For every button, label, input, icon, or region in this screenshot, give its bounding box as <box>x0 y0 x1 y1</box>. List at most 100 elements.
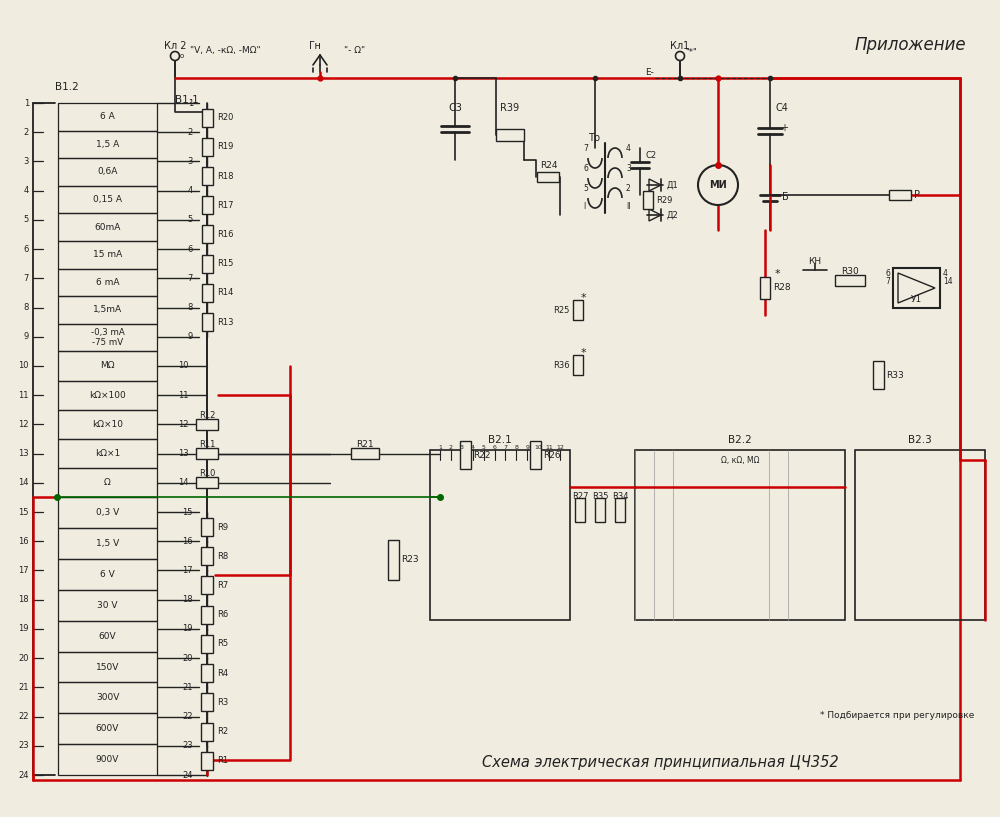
Bar <box>615 498 625 522</box>
Bar <box>202 196 212 214</box>
Text: R10: R10 <box>199 469 215 478</box>
Bar <box>201 694 213 712</box>
Text: КН: КН <box>808 257 822 266</box>
Text: R26: R26 <box>543 450 561 459</box>
Text: 14: 14 <box>943 278 953 287</box>
Text: 12: 12 <box>18 420 29 429</box>
Text: R13: R13 <box>217 318 234 327</box>
Text: 19: 19 <box>18 624 29 633</box>
Text: R24: R24 <box>540 160 558 169</box>
Text: С4: С4 <box>775 103 788 113</box>
Text: 17: 17 <box>18 566 29 575</box>
Bar <box>58 621 157 652</box>
Text: R6: R6 <box>217 610 228 619</box>
Bar <box>202 109 212 127</box>
Text: 7: 7 <box>885 278 890 287</box>
Bar <box>58 590 157 621</box>
Bar <box>201 518 213 536</box>
Text: 11: 11 <box>18 391 29 400</box>
Text: 23: 23 <box>182 741 193 750</box>
Bar <box>573 300 583 320</box>
Bar <box>196 419 218 430</box>
Text: 5: 5 <box>583 184 588 193</box>
Text: В1.2: В1.2 <box>55 82 79 92</box>
Text: 9: 9 <box>24 333 29 342</box>
Text: R5: R5 <box>217 640 228 649</box>
Text: Γн: Γн <box>309 41 321 51</box>
Bar <box>202 167 212 185</box>
Text: 8: 8 <box>514 444 518 449</box>
Bar <box>58 529 157 559</box>
Text: 0,6А: 0,6А <box>97 167 118 176</box>
Text: 14: 14 <box>18 478 29 487</box>
Bar <box>58 468 157 498</box>
Text: 6 V: 6 V <box>100 570 115 579</box>
Text: Кл 2: Кл 2 <box>164 41 186 51</box>
Text: Б: Б <box>782 192 789 202</box>
Text: 4: 4 <box>943 269 948 278</box>
Text: R14: R14 <box>217 288 233 297</box>
Text: R3: R3 <box>217 698 228 707</box>
Bar <box>201 664 213 682</box>
Text: II: II <box>626 202 631 211</box>
Bar <box>496 129 524 141</box>
Text: В2.1: В2.1 <box>488 435 512 445</box>
Bar <box>58 103 157 131</box>
Text: 6: 6 <box>885 269 890 278</box>
Text: *: * <box>774 269 780 279</box>
Text: 16: 16 <box>18 537 29 546</box>
Text: 10: 10 <box>178 361 189 370</box>
Text: 8: 8 <box>188 303 193 312</box>
Text: Схема электрическая принципиальная ЦЧ352: Схема электрическая принципиальная ЦЧ352 <box>482 755 838 770</box>
Text: R23: R23 <box>401 556 419 565</box>
Text: 6: 6 <box>188 244 193 253</box>
Bar <box>58 241 157 269</box>
Text: 21: 21 <box>18 683 29 692</box>
Text: МИ: МИ <box>709 180 727 190</box>
Bar <box>573 355 583 375</box>
Bar <box>58 213 157 241</box>
Bar <box>201 722 213 740</box>
Text: R18: R18 <box>217 172 234 181</box>
Text: -75 mV: -75 mV <box>92 338 123 347</box>
Text: 20: 20 <box>18 654 29 663</box>
Text: Д1: Д1 <box>667 181 679 190</box>
Text: 30 V: 30 V <box>97 600 118 609</box>
Text: 7: 7 <box>583 144 588 153</box>
Bar <box>893 268 940 308</box>
Text: R9: R9 <box>217 523 228 532</box>
Text: R4: R4 <box>217 668 228 677</box>
Text: "V, A, -кΩ, -МΩ": "V, A, -кΩ, -МΩ" <box>190 46 260 55</box>
Text: R8: R8 <box>217 551 228 560</box>
Bar <box>58 410 157 439</box>
Text: kΩ×10: kΩ×10 <box>92 420 123 429</box>
Text: Ω, кΩ, МΩ: Ω, кΩ, МΩ <box>721 456 759 465</box>
Text: 20: 20 <box>182 654 193 663</box>
Bar <box>388 540 398 580</box>
Text: R20: R20 <box>217 113 233 122</box>
Bar <box>760 277 770 299</box>
Text: 22: 22 <box>18 712 29 721</box>
Bar <box>595 498 605 522</box>
Text: R28: R28 <box>773 283 791 292</box>
Text: 1: 1 <box>438 444 442 449</box>
Bar <box>430 450 570 620</box>
Text: R25: R25 <box>554 306 570 315</box>
Text: R2: R2 <box>217 727 228 736</box>
Bar <box>58 498 157 529</box>
Bar <box>460 441 471 469</box>
Text: *: * <box>580 348 586 358</box>
Text: Д2: Д2 <box>667 211 679 220</box>
Text: 4: 4 <box>626 144 631 153</box>
Bar <box>201 605 213 623</box>
Text: 18: 18 <box>18 596 29 605</box>
Text: Приложение: Приложение <box>854 36 966 54</box>
Text: 6: 6 <box>493 444 496 449</box>
Bar <box>530 441 540 469</box>
Text: 7: 7 <box>503 444 507 449</box>
Text: 12: 12 <box>178 420 189 429</box>
Text: 13: 13 <box>18 449 29 458</box>
Bar <box>201 752 213 770</box>
Text: 4: 4 <box>24 186 29 195</box>
Text: R35: R35 <box>592 492 608 501</box>
